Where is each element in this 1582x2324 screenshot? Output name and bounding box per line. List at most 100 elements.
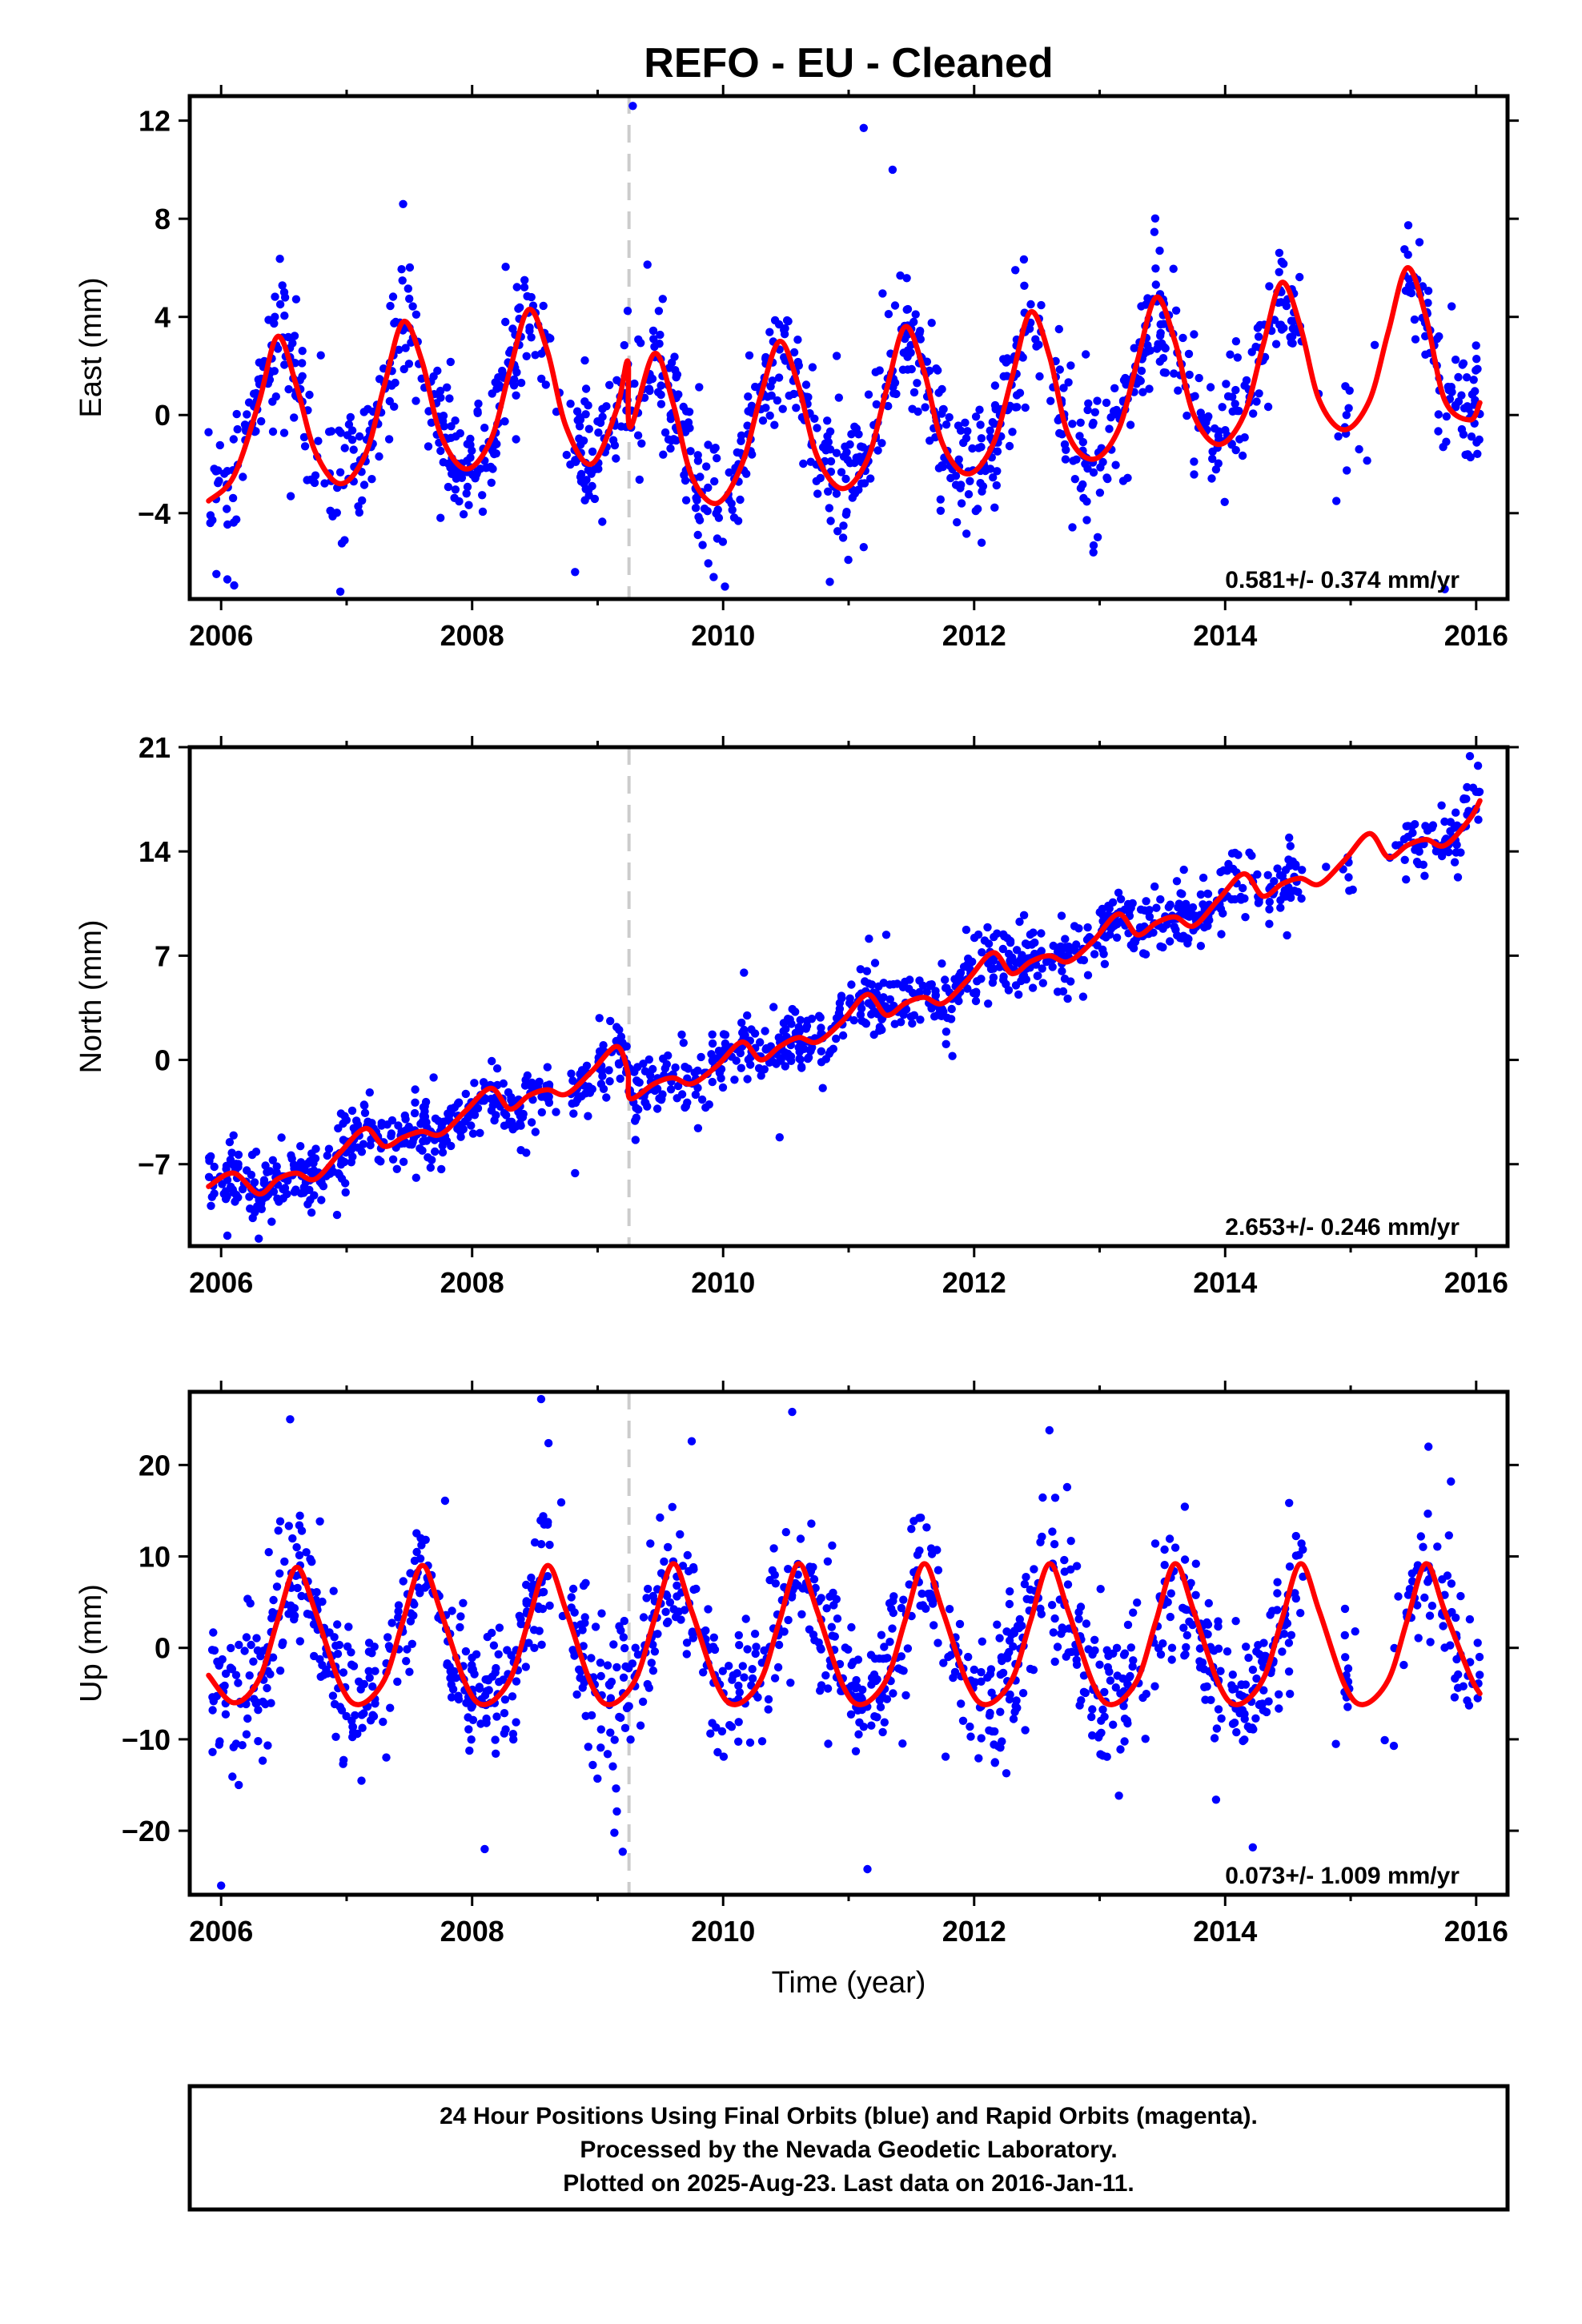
data-point [1447, 1477, 1456, 1486]
data-point [307, 1208, 316, 1217]
data-point [1471, 387, 1480, 396]
data-point [243, 1714, 252, 1723]
data-point [992, 480, 1002, 490]
data-point [235, 1640, 243, 1650]
data-point [1099, 950, 1108, 959]
data-point [303, 1200, 312, 1209]
data-point [1263, 870, 1272, 880]
data-point [1355, 444, 1363, 454]
data-point [581, 1711, 590, 1720]
data-point [638, 1697, 648, 1707]
data-point [383, 1633, 392, 1642]
data-point [531, 1128, 540, 1136]
data-point [1469, 376, 1478, 384]
data-point [971, 506, 981, 516]
data-point [246, 1599, 255, 1608]
outlier-point [335, 587, 345, 596]
y-tick-label: −10 [122, 1723, 171, 1756]
data-point [743, 1645, 752, 1654]
data-point [221, 1710, 231, 1719]
data-point [246, 1204, 255, 1213]
data-point [633, 431, 643, 440]
data-point [1068, 523, 1077, 532]
data-point [1003, 356, 1013, 365]
data-point [1082, 350, 1090, 359]
data-point [208, 1747, 217, 1756]
data-point [238, 1184, 247, 1194]
data-point [1156, 895, 1165, 904]
data-point [467, 1121, 476, 1130]
data-point [358, 496, 367, 505]
data-point [459, 510, 468, 519]
data-point [581, 384, 591, 393]
data-point [311, 1154, 320, 1163]
data-point [844, 555, 853, 565]
data-point [1106, 930, 1114, 939]
data-point [1199, 873, 1208, 883]
data-point [795, 1054, 804, 1063]
data-point [993, 467, 1002, 476]
data-point [806, 1047, 815, 1055]
data-point [1093, 533, 1102, 541]
data-point [781, 1528, 790, 1537]
data-point [489, 1641, 499, 1650]
data-point [628, 1659, 637, 1668]
data-point [697, 1052, 705, 1062]
data-point [451, 416, 460, 425]
data-point [643, 1679, 652, 1689]
data-point [1415, 847, 1423, 856]
outlier-point [1045, 1425, 1054, 1435]
data-point [288, 339, 297, 348]
data-point [1062, 445, 1070, 454]
data-point [386, 301, 395, 311]
data-point [1401, 286, 1411, 296]
data-point [222, 1164, 231, 1173]
data-point [1214, 1622, 1223, 1631]
data-point [258, 1756, 267, 1765]
data-point [328, 1691, 338, 1700]
data-point [631, 1116, 640, 1125]
data-point [1291, 862, 1300, 871]
data-point [387, 1129, 396, 1138]
data-point [249, 1657, 258, 1666]
data-point [480, 424, 489, 432]
data-point [857, 479, 866, 488]
data-point [1185, 1617, 1194, 1626]
data-point [1252, 1647, 1261, 1656]
data-point [958, 1716, 968, 1725]
data-point [905, 1580, 913, 1589]
data-point [947, 1004, 956, 1014]
data-point [271, 312, 279, 321]
data-point [767, 391, 776, 400]
data-point [1439, 1622, 1447, 1630]
data-point [681, 1102, 690, 1111]
data-point [456, 1622, 464, 1632]
data-point [838, 533, 848, 542]
data-point [718, 1083, 728, 1092]
data-point [1158, 924, 1167, 933]
data-point [379, 1717, 387, 1727]
data-point [1180, 1502, 1190, 1511]
data-point [1023, 940, 1032, 950]
data-point [1473, 1638, 1482, 1647]
data-point [1015, 388, 1025, 397]
data-point [977, 1677, 986, 1686]
data-point [1281, 866, 1291, 875]
data-point [648, 1591, 657, 1601]
data-point [1463, 782, 1472, 792]
data-point [976, 420, 985, 429]
data-point [290, 332, 299, 340]
data-point [730, 1076, 739, 1084]
data-point [682, 1650, 691, 1659]
data-point [1472, 341, 1480, 350]
data-point [264, 1548, 273, 1557]
data-point [462, 489, 471, 498]
data-point [520, 275, 529, 284]
data-point [384, 435, 394, 444]
data-point [488, 464, 497, 473]
data-point [787, 1056, 796, 1066]
data-point [1457, 424, 1467, 434]
x-tick-label: 2012 [942, 1266, 1006, 1299]
data-point [1181, 1650, 1190, 1659]
data-point [1240, 1715, 1249, 1723]
